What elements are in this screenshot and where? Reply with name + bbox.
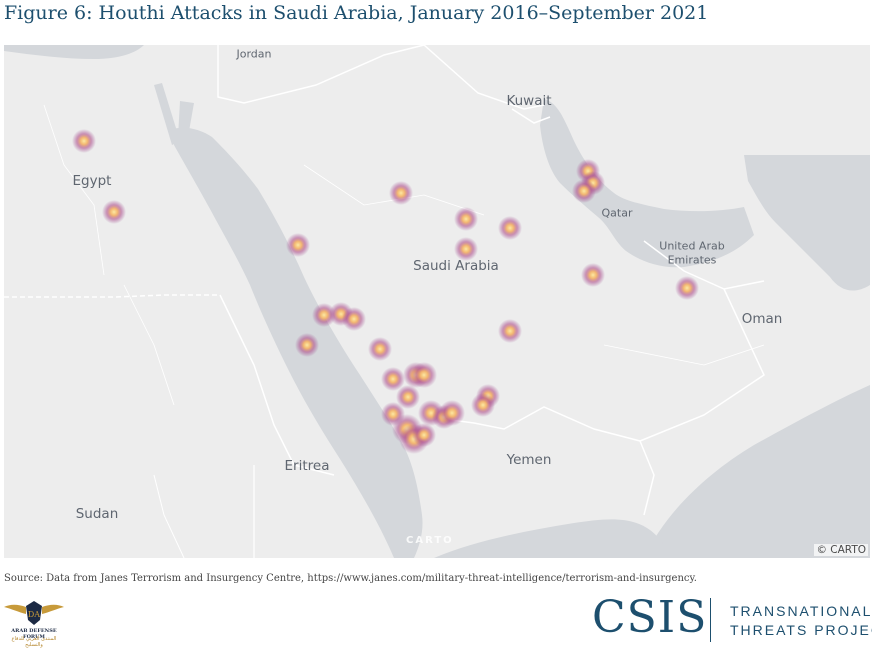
- attack-marker: [412, 423, 436, 447]
- label-saudi-arabia: Saudi Arabia: [413, 258, 499, 274]
- label-kuwait: Kuwait: [506, 93, 552, 109]
- attack-marker: [572, 179, 596, 203]
- wings-emblem-icon: DA: [4, 601, 64, 625]
- attack-marker: [396, 385, 420, 409]
- tagline-line-2: THREATS PROJECT: [730, 622, 872, 638]
- attack-marker: [368, 337, 392, 361]
- gulf-suez-water: [154, 83, 180, 145]
- attack-marker: [312, 303, 336, 327]
- map-attribution[interactable]: © CARTO: [814, 544, 868, 556]
- attack-marker: [102, 200, 126, 224]
- attack-marker: [498, 319, 522, 343]
- attack-marker: [439, 400, 465, 426]
- label-jordan: Jordan: [236, 47, 272, 61]
- arab-defense-forum-logo: DA ARAB DEFENSE FORUM المنتدى العربي للد…: [4, 598, 64, 650]
- label-uae: United Arab Emirates: [659, 239, 725, 266]
- attack-marker: [454, 207, 478, 231]
- mediterranean-water: [4, 45, 144, 59]
- label-yemen: Yemen: [506, 452, 552, 468]
- figure-title: Figure 6: Houthi Attacks in Saudi Arabia…: [4, 2, 709, 24]
- attack-marker: [675, 276, 699, 300]
- attack-marker: [72, 129, 96, 153]
- attack-marker: [411, 362, 437, 388]
- label-qatar: Qatar: [601, 206, 633, 220]
- attack-marker: [581, 263, 605, 287]
- source-note: Source: Data from Janes Terrorism and In…: [4, 573, 697, 584]
- map[interactable]: Jordan Kuwait Egypt Qatar United Arab Em…: [4, 45, 870, 558]
- attack-marker: [389, 181, 413, 205]
- logo-monogram: DA: [28, 610, 40, 619]
- label-eritrea: Eritrea: [284, 458, 330, 474]
- carto-watermark: CARTO: [406, 535, 454, 546]
- tagline-line-1: TRANSNATIONAL: [730, 603, 872, 619]
- map-basemap: [4, 45, 870, 558]
- logo-text-english: ARAB DEFENSE FORUM: [11, 628, 57, 640]
- attack-markers: [72, 129, 699, 454]
- persian-gulf-water: [540, 99, 754, 268]
- label-egypt: Egypt: [72, 173, 112, 189]
- logo-text-arabic: المنتدى العربي للدفاع والتسليح: [11, 636, 57, 648]
- attack-marker: [286, 233, 310, 257]
- csis-logo: CSIS: [592, 592, 708, 643]
- label-sudan: Sudan: [75, 506, 119, 522]
- attack-marker: [498, 216, 522, 240]
- attack-marker: [471, 393, 495, 417]
- gulf-oman-water: [744, 155, 870, 291]
- attack-marker: [381, 367, 405, 391]
- gulf-aqaba-water: [178, 101, 194, 137]
- attack-marker: [295, 333, 319, 357]
- gulf-aden-water: [434, 519, 664, 558]
- attack-marker: [342, 307, 366, 331]
- attack-marker: [454, 237, 478, 261]
- logo-divider: [710, 598, 711, 642]
- label-oman: Oman: [741, 311, 783, 327]
- arabian-sea-water: [644, 385, 870, 558]
